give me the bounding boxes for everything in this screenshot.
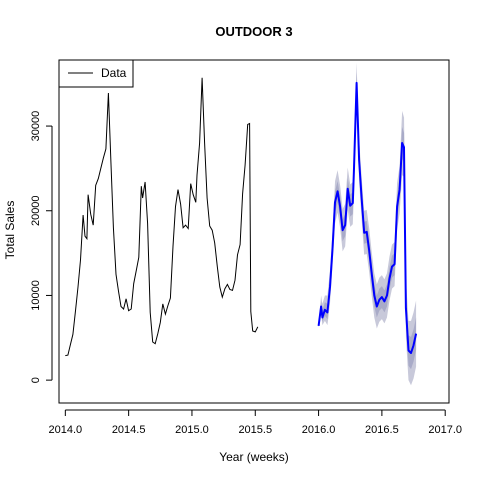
x-tick-label: 2015.0 bbox=[175, 424, 209, 436]
x-tick-label: 2015.5 bbox=[238, 424, 272, 436]
x-axis-label: Year (weeks) bbox=[219, 450, 289, 464]
forecast-band-outer bbox=[318, 62, 417, 386]
x-tick-label: 2014.0 bbox=[49, 424, 83, 436]
y-tick-label: 20000 bbox=[30, 195, 42, 226]
y-tick-label: 10000 bbox=[30, 280, 42, 311]
legend-label-data: Data bbox=[101, 66, 127, 80]
y-tick-label: 30000 bbox=[30, 111, 42, 142]
x-tick-label: 2016.5 bbox=[365, 424, 399, 436]
x-tick-label: 2017.0 bbox=[428, 424, 462, 436]
series-data-line bbox=[65, 77, 259, 357]
y-axis: 0 10000 20000 30000 bbox=[30, 111, 53, 383]
forecast-outer-band-group bbox=[318, 62, 417, 386]
y-tick-label: 0 bbox=[30, 377, 42, 383]
series-forecast-line bbox=[317, 81, 418, 354]
plot-frame bbox=[58, 59, 450, 404]
y-axis-label: Total Sales bbox=[3, 201, 17, 260]
x-axis: 2014.0 2014.5 2015.0 2015.5 2016.0 2016.5 2017… bbox=[49, 409, 462, 436]
x-tick-label: 2016.0 bbox=[302, 424, 336, 436]
legend: Data bbox=[58, 59, 134, 88]
chart-title: OUTDOOR 3 bbox=[215, 24, 292, 39]
series-group bbox=[65, 77, 418, 357]
x-tick-label: 2014.5 bbox=[112, 424, 146, 436]
